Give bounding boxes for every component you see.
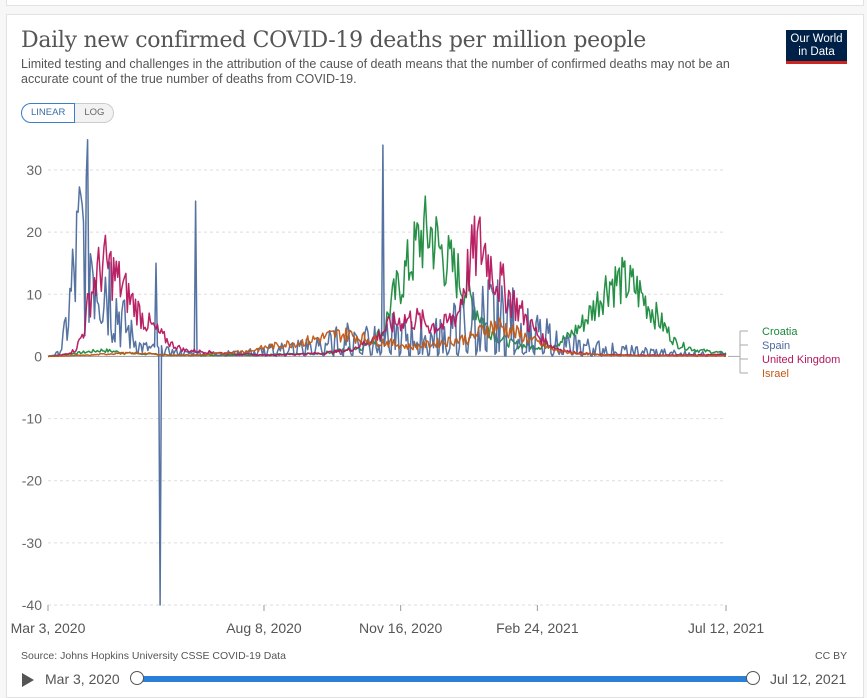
x-tick-label: Feb 24, 2021 [496, 620, 579, 636]
log-scale-button[interactable]: LOG [75, 103, 115, 123]
y-tick-label: 10 [26, 286, 42, 302]
source-note[interactable]: Source: Johns Hopkins University CSSE CO… [21, 650, 286, 662]
series-line-spain [47, 139, 727, 606]
gridlines [48, 169, 726, 606]
legend-label: Israel [762, 368, 789, 380]
x-tick-label: Jul 12, 2021 [688, 620, 764, 636]
x-tick-label: Nov 16, 2020 [359, 620, 442, 636]
y-tick-label: -40 [22, 597, 42, 613]
chart-title: Daily new confirmed COVID-19 deaths per … [21, 28, 647, 53]
scale-toggle: LINEAR LOG [21, 103, 115, 123]
play-icon[interactable] [22, 673, 34, 687]
y-axis-ticks: -40 -30 -20 -10 0 10 20 30 [22, 162, 42, 613]
legend-label: Croatia [762, 326, 798, 338]
y-tick-label: -20 [22, 473, 42, 489]
linear-scale-button[interactable]: LINEAR [21, 103, 76, 123]
y-tick-label: -30 [22, 535, 42, 551]
legend-label: United Kingdom [762, 354, 840, 366]
y-tick-label: 0 [34, 348, 42, 364]
series-line-israel [48, 317, 727, 358]
timeline-end-label: Jul 12, 2021 [770, 671, 847, 687]
chart-subtitle: Limited testing and challenges in the at… [21, 57, 730, 86]
timeline-start-label: Mar 3, 2020 [45, 671, 120, 687]
legend: Croatia Spain United Kingdom Israel [728, 326, 840, 380]
legend-label: Spain [762, 340, 790, 352]
y-tick-label: 30 [26, 162, 42, 178]
x-tick-label: Aug 8, 2020 [226, 620, 302, 636]
y-tick-label: -10 [22, 411, 42, 427]
license-label[interactable]: CC BY [815, 650, 848, 662]
x-axis-ticks: Mar 3, 2020 Aug 8, 2020 Nov 16, 2020 Feb 24… [11, 605, 764, 636]
timeline-start-handle[interactable] [130, 671, 144, 685]
previous-card-edge [6, 0, 864, 6]
x-tick-label: Mar 3, 2020 [11, 620, 86, 636]
owid-logo[interactable]: Our World in Data [786, 30, 847, 64]
timeline-slider: Mar 3, 2020 Jul 12, 2021 [20, 668, 850, 692]
timeline-end-handle[interactable] [746, 671, 760, 685]
series-line-united-kingdom [47, 215, 727, 358]
logo-line1: Our World [790, 33, 843, 45]
series-lines [47, 139, 727, 606]
logo-line2: in Data [798, 46, 835, 58]
timeline-track[interactable] [137, 676, 753, 682]
y-tick-label: 20 [26, 224, 42, 240]
